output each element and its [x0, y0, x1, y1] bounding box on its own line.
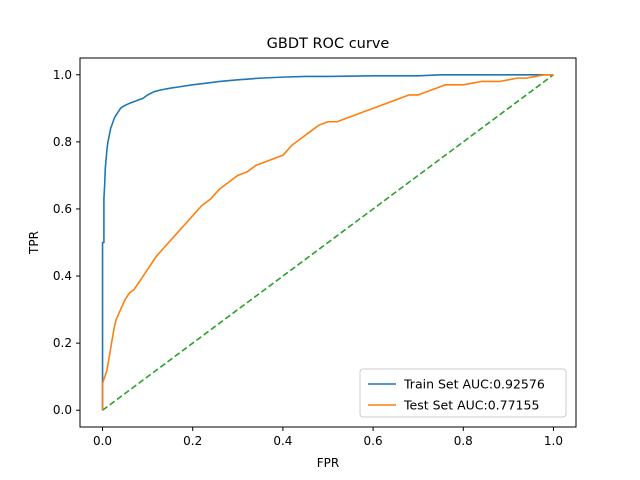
- legend-label: Train Set AUC:0.92576: [403, 377, 545, 392]
- x-tick-label: 1.0: [544, 434, 563, 448]
- test-roc-line: [101, 73, 554, 411]
- y-tick-label: 1.0: [53, 68, 72, 82]
- y-tick-label: 0.8: [53, 135, 72, 149]
- legend-label: Test Set AUC:0.77155: [403, 398, 539, 413]
- y-tick-label: 0.2: [53, 336, 72, 350]
- legend: Train Set AUC:0.92576 Test Set AUC:0.7715…: [359, 368, 567, 418]
- y-axis-ticks: 0.0 0.2 0.4 0.6 0.8 1.0: [53, 68, 80, 417]
- x-tick-label: 0.4: [273, 434, 292, 448]
- chart-title: GBDT ROC curve: [267, 36, 390, 52]
- legend-box: [359, 368, 567, 418]
- y-axis-label: TPR: [27, 231, 41, 255]
- x-tick-label: 0.2: [183, 434, 202, 448]
- x-tick-label: 0.8: [454, 434, 473, 448]
- reference-diagonal-line: [102, 74, 554, 411]
- y-tick-label: 0.6: [53, 202, 72, 216]
- x-axis-ticks: 0.0 0.2 0.4 0.6 0.8 1.0: [93, 427, 563, 448]
- x-tick-label: 0.0: [93, 434, 112, 448]
- x-axis-label: FPR: [317, 456, 339, 470]
- x-tick-label: 0.6: [364, 434, 383, 448]
- y-tick-label: 0.4: [53, 269, 72, 283]
- y-tick-label: 0.0: [53, 403, 72, 417]
- train-roc-line: [101, 73, 554, 411]
- plot-series-group: [101, 73, 554, 411]
- plot-frame: [79, 57, 577, 428]
